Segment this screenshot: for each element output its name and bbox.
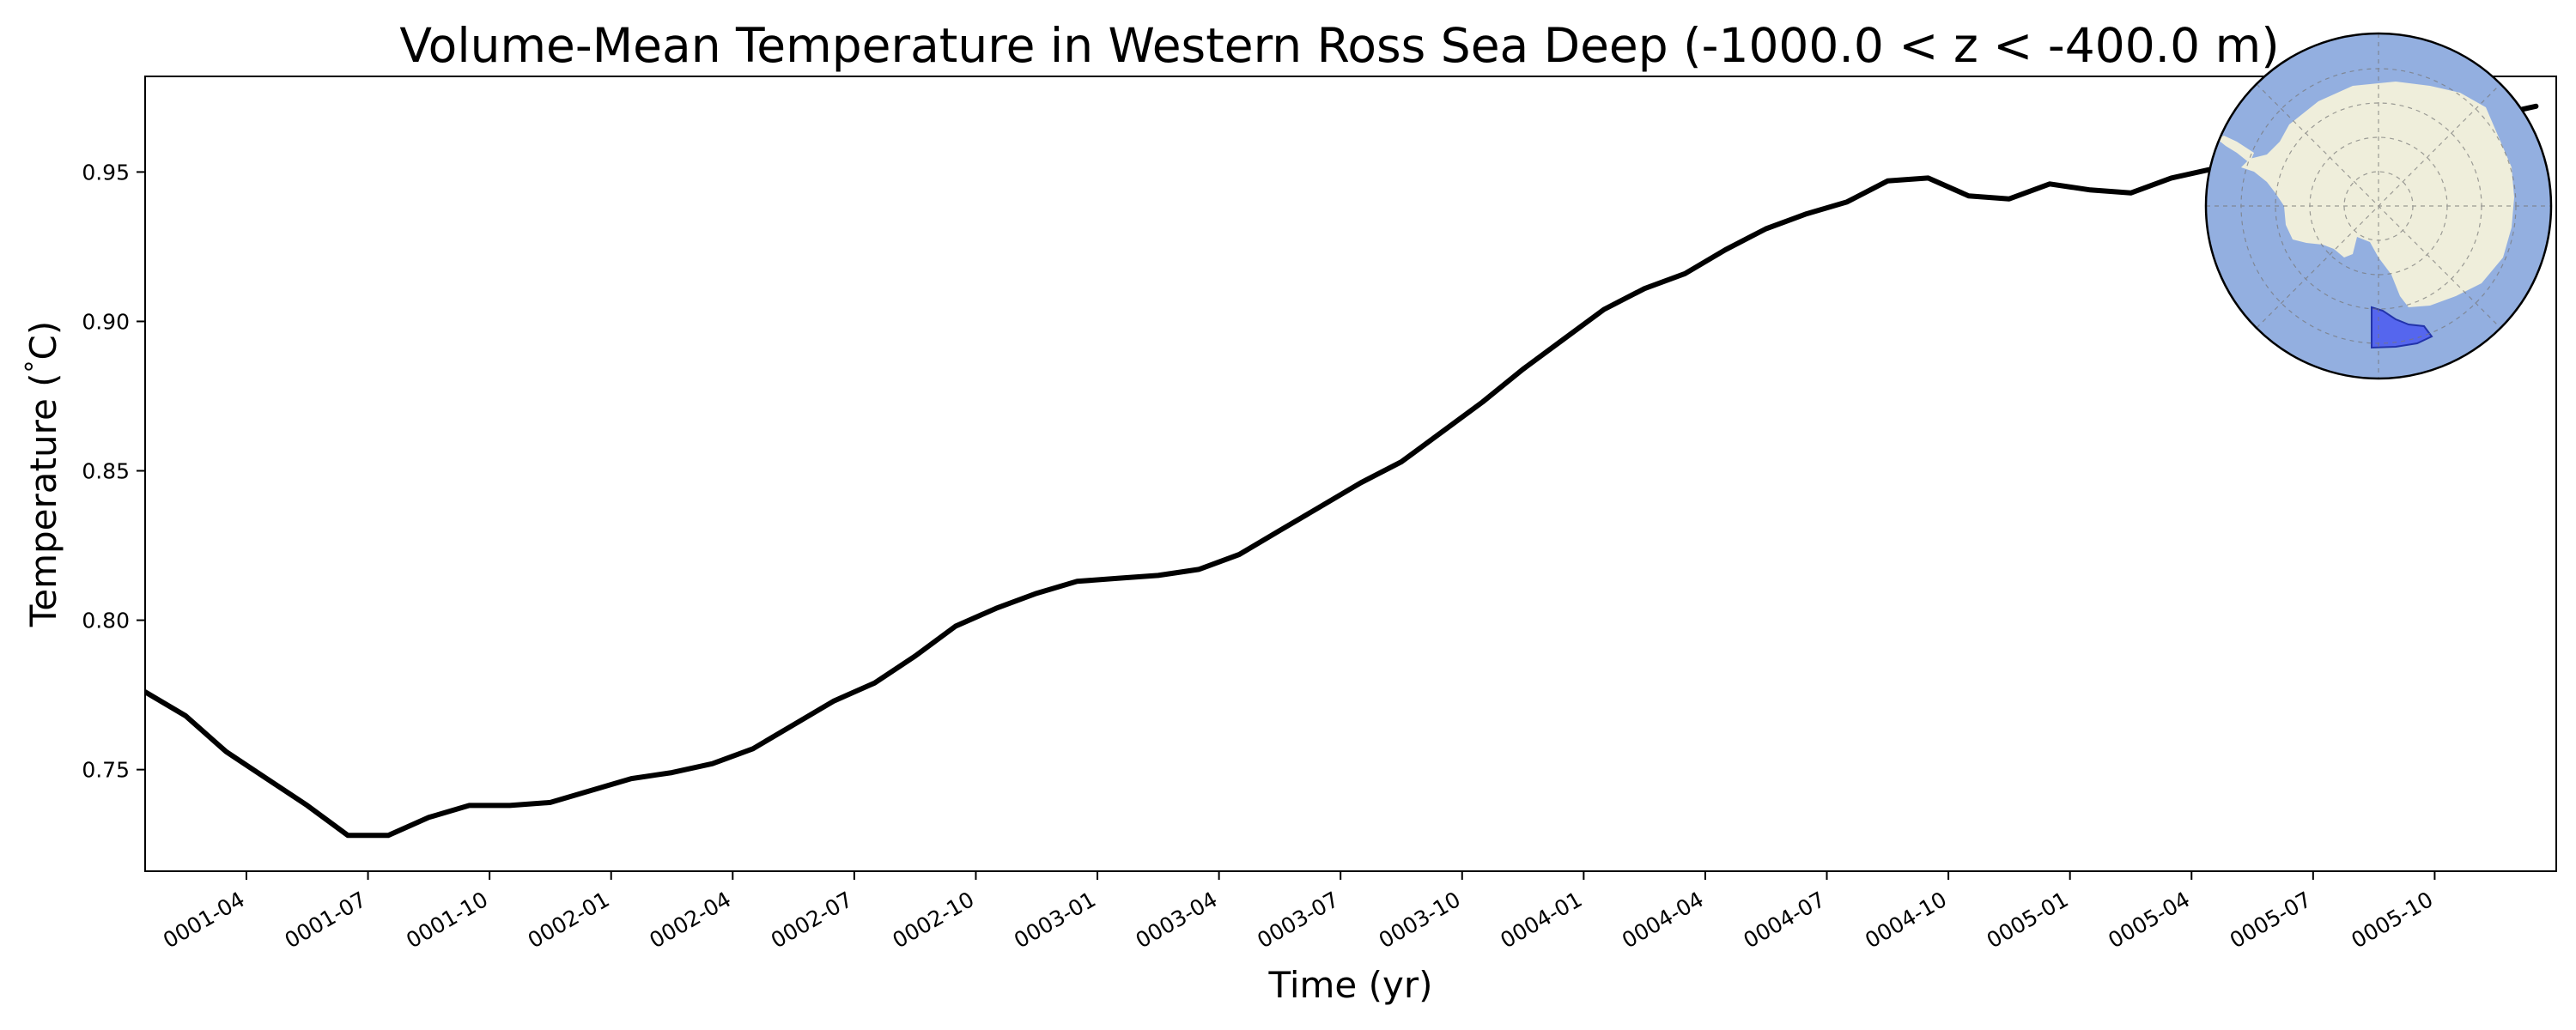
chart-title: Volume-Mean Temperature in Western Ross … — [399, 18, 2279, 73]
plot-frame — [144, 76, 2557, 872]
y-axis-title-degree: ° — [21, 360, 51, 373]
inset-globe-border — [2204, 32, 2553, 380]
y-axis-title: Temperature (°C) — [21, 321, 64, 628]
y-tick-label: 0.80 — [82, 609, 130, 633]
y-tick-label: 0.85 — [82, 459, 130, 484]
x-axis-title: Time (yr) — [1267, 964, 1432, 1006]
y-tick-label: 0.75 — [82, 758, 130, 783]
y-tick-label: 0.90 — [82, 309, 130, 334]
y-axis-title-prefix: Temperature ( — [22, 373, 64, 627]
series-line — [145, 103, 2539, 839]
inset-graticule — [2206, 33, 2551, 379]
series-layer — [145, 103, 2539, 839]
y-axis-title-suffix: C) — [22, 321, 64, 360]
inset-peninsula — [2217, 136, 2254, 163]
inset-map — [2204, 32, 2553, 380]
y-axis: 0.75 0.80 0.85 0.90 0.95 — [82, 160, 145, 783]
plot-area — [145, 76, 2556, 871]
y-tick-label: 0.95 — [82, 160, 130, 185]
inset-western-ross-sea-region — [2371, 306, 2433, 349]
